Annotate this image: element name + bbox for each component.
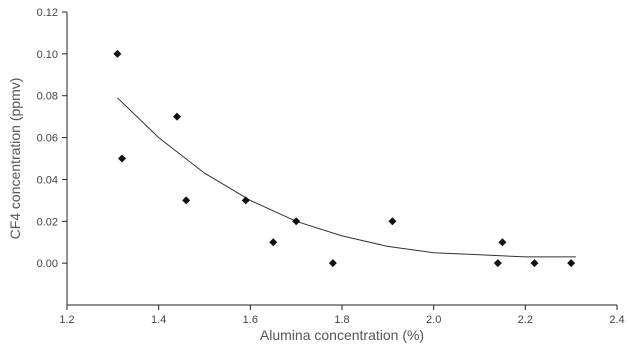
data-point [388, 217, 397, 226]
x-tick-label: 2.4 [609, 314, 624, 326]
y-tick-label: 0.12 [37, 7, 58, 19]
data-point [182, 196, 191, 205]
x-tick-label: 2.0 [426, 314, 441, 326]
data-point [498, 238, 507, 247]
data-point [567, 259, 576, 268]
y-tick-label: 0.02 [37, 216, 58, 228]
data-point [328, 259, 337, 268]
trend-line [117, 97, 576, 258]
y-tick-label: 0.06 [37, 133, 58, 145]
data-point [241, 196, 250, 205]
data-point [530, 259, 539, 268]
x-tick-label: 2.2 [518, 314, 533, 326]
x-axis-title: Alumina concentration (%) [260, 327, 424, 343]
data-point [118, 154, 126, 163]
y-tick-label: 0.04 [37, 174, 58, 186]
x-tick-label: 1.4 [151, 314, 166, 326]
trend-line-layer [117, 97, 576, 258]
x-axis-ticks: 1.2 1.4 1.6 1.8 2.0 2.2 2.4 [59, 305, 625, 326]
data-point [113, 49, 122, 58]
x-tick-label: 1.2 [59, 314, 74, 326]
x-tick-label: 1.8 [334, 314, 349, 326]
y-axis-ticks: 0.00 0.02 0.04 0.06 0.08 0.10 0.12 [37, 7, 67, 270]
y-tick-label: 0.00 [37, 258, 58, 270]
data-point [269, 238, 278, 247]
data-points [113, 49, 576, 268]
data-point [493, 259, 502, 268]
data-point [173, 112, 181, 121]
data-point [292, 217, 301, 226]
y-tick-label: 0.10 [37, 49, 58, 61]
y-tick-label: 0.08 [37, 91, 58, 103]
y-axis-title: CF4 concentration (ppmv) [7, 78, 23, 240]
x-tick-label: 1.6 [243, 314, 258, 326]
